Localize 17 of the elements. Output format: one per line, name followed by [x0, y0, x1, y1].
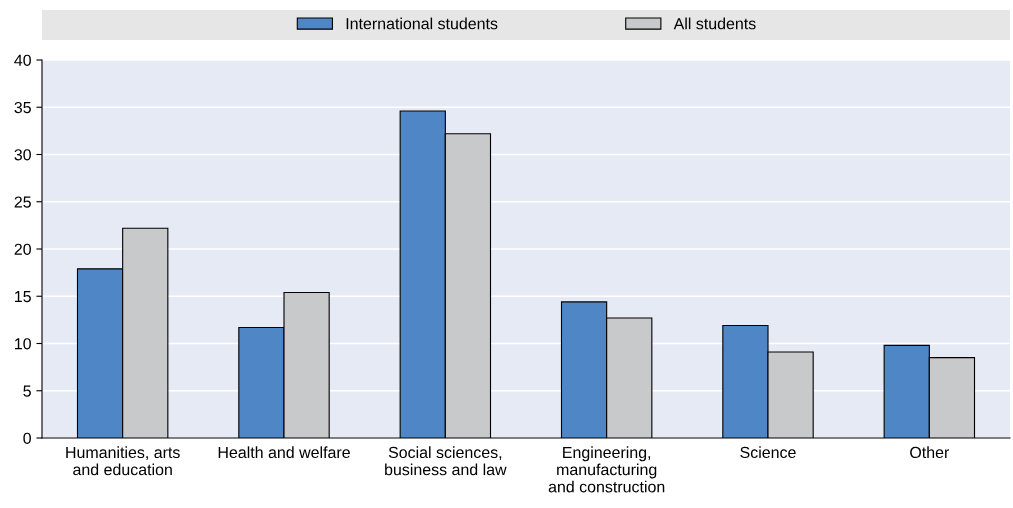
x-tick-label: Health and welfare	[218, 446, 350, 459]
y-tick-label: 15	[15, 291, 31, 303]
legend-label: All students	[673, 17, 756, 30]
y-tick-label: 25	[14, 196, 31, 208]
x-tick-label: Other	[910, 446, 950, 459]
x-tick-label: Engineering, manufacturing and construction	[548, 446, 665, 493]
y-tick-label: 10	[15, 338, 31, 350]
x-tick-label: Humanities, arts and education	[66, 446, 180, 476]
x-tick-label: Social sciences, business and law	[385, 446, 507, 476]
y-tick-label: 0	[23, 432, 31, 444]
y-tick-label: 30	[14, 149, 31, 161]
x-tick-label: Science	[740, 446, 796, 459]
legend-label: International students	[346, 17, 498, 30]
y-tick-label: 5	[23, 385, 31, 397]
y-tick-label: 20	[14, 243, 31, 255]
y-tick-label: 40	[14, 54, 31, 66]
y-tick-label: 35	[14, 101, 31, 114]
